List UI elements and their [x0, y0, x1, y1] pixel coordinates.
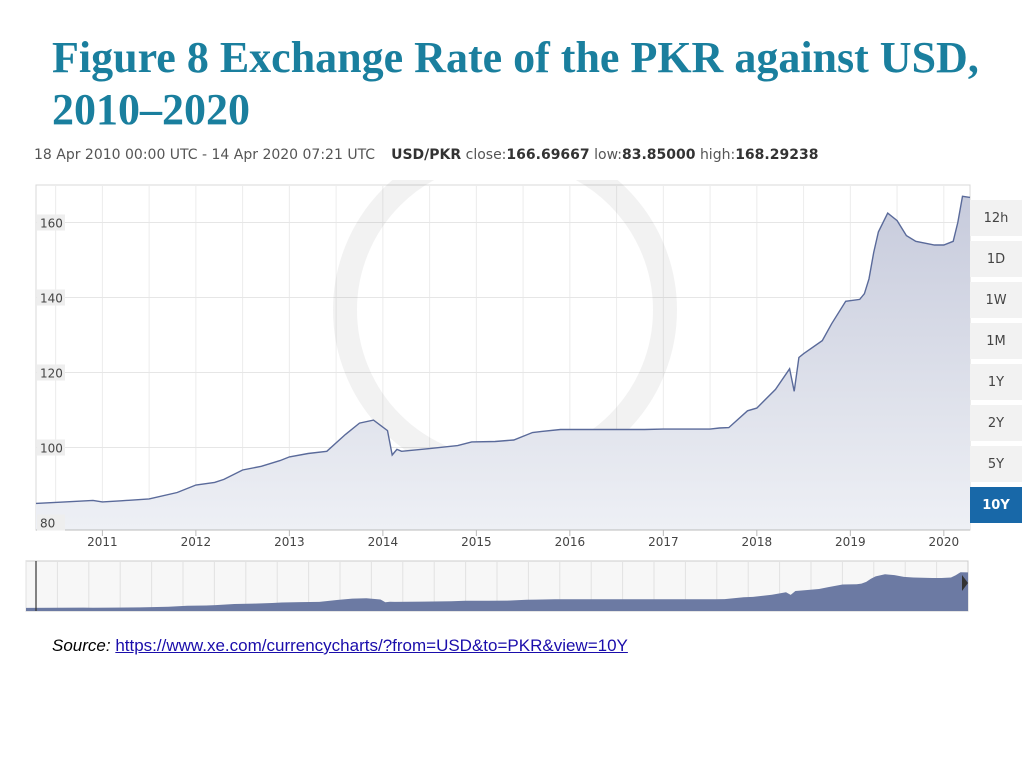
y-tick-label-bg: [37, 289, 65, 306]
close-label: close:: [465, 147, 507, 163]
low-label: low:: [594, 147, 622, 163]
navigator-right-handle[interactable]: [962, 575, 968, 591]
range-button-2y[interactable]: 2Y: [970, 405, 1022, 441]
chart-info-bar: 18 Apr 2010 00:00 UTC - 14 Apr 2020 07:2…: [34, 147, 994, 163]
range-button-1d[interactable]: 1D: [970, 241, 1022, 277]
y-tick-label: 100: [40, 442, 63, 456]
navigator-series-area: [26, 572, 968, 611]
usd-pkr-line: [35, 195, 971, 505]
x-tick-label: 2012: [181, 535, 212, 549]
chart-plot-area: [35, 195, 971, 531]
y-tick-label: 120: [40, 367, 63, 381]
x-tick-label: 2019: [835, 535, 866, 549]
y-tick-label-bg: [37, 364, 65, 381]
x-axis-ticks: 2011 2012 2013 2014 2015 2016 2017 2018 2019 2020: [87, 530, 959, 549]
range-button-1w[interactable]: 1W: [970, 282, 1022, 318]
range-button-10y[interactable]: 10Y: [970, 487, 1022, 523]
y-tick-label-bg: [37, 514, 65, 531]
x-tick-label: 2018: [742, 535, 773, 549]
close-value: 166.69667: [506, 147, 590, 163]
source-link[interactable]: https://www.xe.com/currencycharts/?from=…: [115, 636, 628, 655]
rate-area-fill: [36, 196, 970, 531]
x-tick-label: 2014: [368, 535, 399, 549]
y-tick-label-bg: [37, 214, 65, 231]
y-tick-label: 160: [40, 217, 63, 231]
x-tick-label: 2016: [555, 535, 586, 549]
x-tick-label: 2011: [87, 535, 118, 549]
source-label: Source:: [52, 636, 111, 655]
low-value: 83.85000: [621, 147, 696, 163]
range-button-group[interactable]: 12h 1D 1W 1M 1Y 2Y 5Y 10Y: [970, 200, 1024, 528]
x-tick-label: 2017: [648, 535, 679, 549]
y-tick-label-bg: [37, 439, 65, 456]
x-tick-label: 2015: [461, 535, 492, 549]
navigator-overview[interactable]: [0, 555, 1024, 615]
high-label: high:: [699, 147, 736, 163]
x-tick-label: 2013: [274, 535, 305, 549]
y-tick-label: 80: [40, 517, 55, 531]
range-button-1y[interactable]: 1Y: [970, 364, 1022, 400]
figure-title: Figure 8 Exchange Rate of the PKR agains…: [52, 33, 979, 134]
range-button-5y[interactable]: 5Y: [970, 446, 1022, 482]
date-range-text: 18 Apr 2010 00:00 UTC - 14 Apr 2020 07:2…: [34, 147, 376, 163]
range-button-1m[interactable]: 1M: [970, 323, 1022, 359]
high-value: 168.29238: [735, 147, 819, 163]
x-tick-label: 2020: [929, 535, 960, 549]
currency-pair-label: USD/PKR: [391, 147, 462, 163]
y-axis-ticks: 80 100 120 140 160: [37, 214, 65, 531]
source-citation: Source: https://www.xe.com/currencychart…: [52, 636, 628, 656]
range-button-12h[interactable]: 12h: [970, 200, 1022, 236]
y-tick-label: 140: [40, 292, 63, 306]
